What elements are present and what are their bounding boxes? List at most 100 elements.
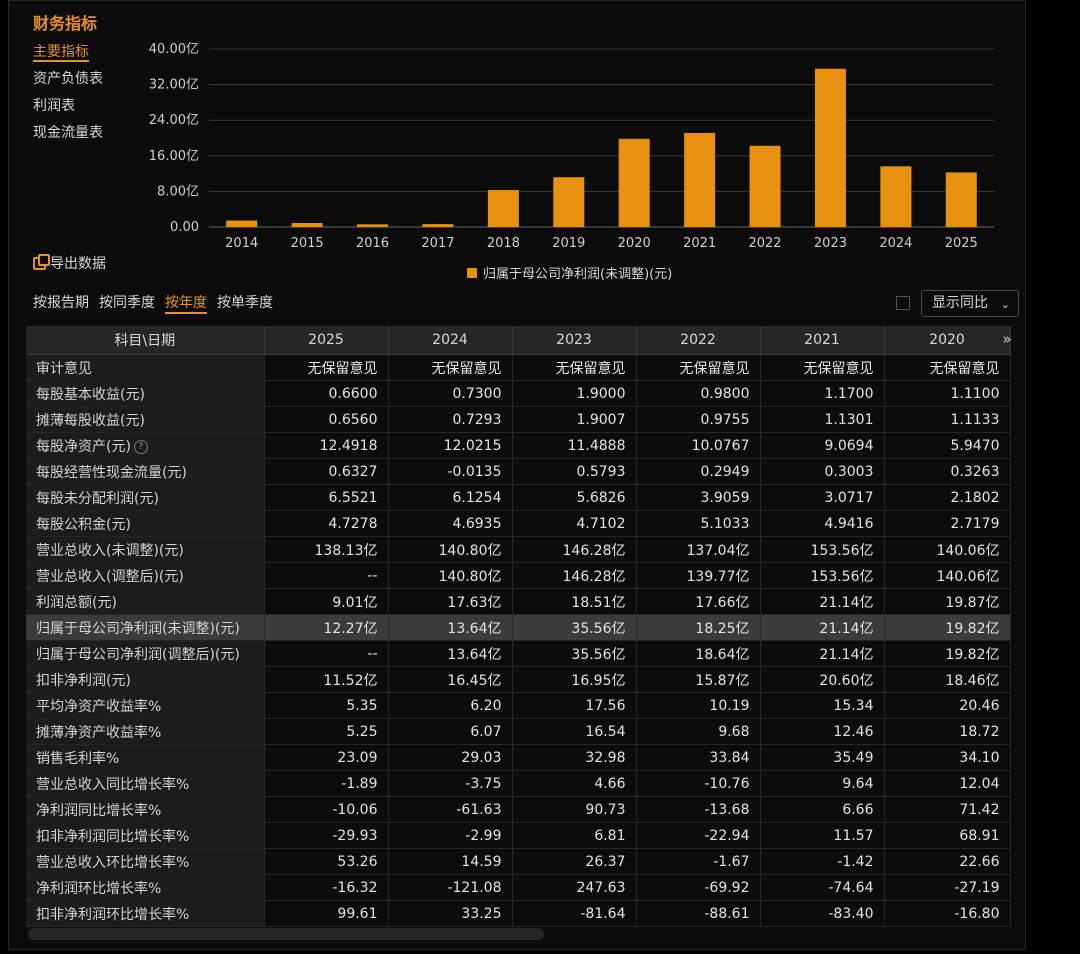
table-cell: 11.4888 bbox=[512, 432, 637, 459]
table-cell: 35.56亿 bbox=[512, 614, 637, 641]
bar-2025[interactable] bbox=[945, 172, 977, 227]
chart-legend[interactable]: 归属于母公司净利润(未调整)(元) bbox=[467, 263, 672, 282]
period-tabs: 按报告期 按同季度 按年度 按单季度 bbox=[33, 292, 283, 314]
row-label: 利润总额(元) bbox=[26, 588, 265, 615]
header-year[interactable]: 2023 bbox=[512, 326, 637, 355]
x-tick-label: 2018 bbox=[487, 236, 520, 251]
table-cell: 15.34 bbox=[760, 692, 885, 719]
table-cell: 6.07 bbox=[388, 718, 513, 745]
table-cell: -88.61 bbox=[636, 900, 761, 927]
table-row: 营业总收入环比增长率% 53.26 14.59 26.37 -1.67 -1.42 22.6… bbox=[26, 848, 1011, 875]
yoy-dropdown[interactable]: 显示同比 ⌄ bbox=[921, 290, 1019, 317]
tab-by-year[interactable]: 按年度 bbox=[165, 292, 207, 314]
table-cell: 18.25亿 bbox=[636, 614, 761, 641]
table-cell: 5.1033 bbox=[636, 510, 761, 537]
bar-2017[interactable] bbox=[422, 224, 454, 227]
table-cell: -61.63 bbox=[388, 796, 513, 823]
x-tick-label: 2014 bbox=[225, 236, 258, 251]
more-columns-icon[interactable]: » bbox=[1002, 330, 1012, 348]
export-data-button[interactable]: 导出数据 bbox=[33, 253, 106, 273]
menu-balance-sheet[interactable]: 资产负债表 bbox=[33, 71, 103, 87]
header-year[interactable]: 2024 bbox=[388, 326, 513, 355]
table-cell: 21.14亿 bbox=[760, 588, 885, 615]
header-year[interactable]: 2020 » bbox=[884, 326, 1012, 355]
table-cell: -1.67 bbox=[636, 848, 761, 875]
header-year[interactable]: 2025 bbox=[264, 326, 389, 355]
header-year[interactable]: 2022 bbox=[636, 326, 761, 355]
menu-main-indicators[interactable]: 主要指标 bbox=[33, 44, 89, 62]
table-cell: 140.80亿 bbox=[388, 562, 513, 589]
table-cell: -16.80 bbox=[884, 900, 1011, 927]
export-label: 导出数据 bbox=[50, 256, 106, 272]
table-cell: 20.60亿 bbox=[760, 666, 885, 693]
export-icon bbox=[33, 253, 50, 270]
table-cell: 18.51亿 bbox=[512, 588, 637, 615]
bar-2019[interactable] bbox=[553, 177, 585, 227]
row-label: 销售毛利率% bbox=[26, 744, 265, 771]
table-cell: -29.93 bbox=[264, 822, 389, 849]
table-cell: 12.4918 bbox=[264, 432, 389, 459]
table-cell: 138.13亿 bbox=[264, 536, 389, 563]
tab-by-single-quarter[interactable]: 按单季度 bbox=[217, 295, 273, 311]
y-tick-label: 40.00亿 bbox=[149, 42, 199, 57]
row-label: 营业总收入同比增长率% bbox=[26, 770, 265, 797]
table-cell: -69.92 bbox=[636, 874, 761, 901]
table-cell: 33.84 bbox=[636, 744, 761, 771]
net-profit-bar-chart: 0.00 8.00亿 16.00亿 24.00亿 32.00亿 40.00亿 2014 201… bbox=[149, 42, 994, 251]
table-row: 净利润环比增长率% -16.32 -121.08 247.63 -69.92 -74.64… bbox=[26, 874, 1011, 901]
table-cell: 21.14亿 bbox=[760, 640, 885, 667]
table-cell: 12.0215 bbox=[388, 432, 513, 459]
row-label: 归属于母公司净利润(调整后)(元) bbox=[26, 640, 265, 667]
horizontal-scrollbar[interactable] bbox=[28, 928, 544, 940]
bar-2024[interactable] bbox=[880, 166, 912, 227]
table-cell: 4.6935 bbox=[388, 510, 513, 537]
tab-by-same-quarter[interactable]: 按同季度 bbox=[99, 295, 155, 311]
table-cell: 146.28亿 bbox=[512, 562, 637, 589]
table-cell: 9.68 bbox=[636, 718, 761, 745]
bar-2014[interactable] bbox=[226, 220, 258, 227]
table-cell: 140.06亿 bbox=[884, 536, 1011, 563]
bar-2021[interactable] bbox=[684, 132, 716, 227]
row-label: 营业总收入(调整后)(元) bbox=[26, 562, 265, 589]
table-row: 每股基本收益(元) 0.6600 0.7300 1.9000 0.9800 1.1700 1… bbox=[26, 380, 1011, 407]
table-row: 利润总额(元) 9.01亿 17.63亿 18.51亿 17.66亿 21.14亿 19.8… bbox=[26, 588, 1011, 615]
table-cell: 53.26 bbox=[264, 848, 389, 875]
x-tick-label: 2015 bbox=[291, 236, 324, 251]
bar-2020[interactable] bbox=[618, 138, 650, 227]
legend-label: 归属于母公司净利润(未调整)(元) bbox=[483, 267, 673, 282]
y-tick-label: 32.00亿 bbox=[149, 78, 199, 93]
table-cell: 18.46亿 bbox=[884, 666, 1011, 693]
row-label: 营业总收入(未调整)(元) bbox=[26, 536, 265, 563]
table-cell: -1.42 bbox=[760, 848, 885, 875]
y-tick-label: 16.00亿 bbox=[149, 149, 199, 164]
row-label: 每股公积金(元) bbox=[26, 510, 265, 537]
x-tick-label: 2017 bbox=[421, 236, 454, 251]
bar-2023[interactable] bbox=[814, 68, 846, 227]
table-cell: 4.7102 bbox=[512, 510, 637, 537]
table-cell: -10.76 bbox=[636, 770, 761, 797]
table-cell: 9.01亿 bbox=[264, 588, 389, 615]
menu-cash-flow[interactable]: 现金流量表 bbox=[33, 125, 103, 141]
table-cell: 4.66 bbox=[512, 770, 637, 797]
table-row: 摊薄净资产收益率% 5.25 6.07 16.54 9.68 12.46 18.72 bbox=[26, 718, 1011, 745]
bar-2015[interactable] bbox=[291, 222, 323, 227]
x-tick-label: 2022 bbox=[748, 236, 781, 251]
yoy-checkbox[interactable] bbox=[896, 296, 910, 310]
table-row: 每股经营性现金流量(元) 0.6327 -0.0135 0.5793 0.2949 0.3… bbox=[26, 458, 1011, 485]
bar-2018[interactable] bbox=[487, 190, 519, 227]
bar-2022[interactable] bbox=[749, 145, 781, 227]
table-row: 扣非净利润(元) 11.52亿 16.45亿 16.95亿 15.87亿 20.60亿 18… bbox=[26, 666, 1011, 693]
table-cell: 13.64亿 bbox=[388, 640, 513, 667]
table-cell: 1.1301 bbox=[760, 406, 885, 433]
help-icon[interactable]: ? bbox=[133, 439, 148, 454]
table-cell: 1.1100 bbox=[884, 380, 1011, 407]
table-row: 净利润同比增长率% -10.06 -61.63 90.73 -13.68 6.66 71.4… bbox=[26, 796, 1011, 823]
tab-by-report-period[interactable]: 按报告期 bbox=[33, 295, 89, 311]
bar-2016[interactable] bbox=[357, 224, 389, 227]
legend-swatch bbox=[467, 267, 477, 278]
menu-income-statement[interactable]: 利润表 bbox=[33, 98, 75, 114]
table-cell: -81.64 bbox=[512, 900, 637, 927]
header-year[interactable]: 2021 bbox=[760, 326, 885, 355]
table-row: 归属于母公司净利润(调整后)(元) -- 13.64亿 35.56亿 18.64亿 21.… bbox=[26, 640, 1011, 667]
table-cell: 247.63 bbox=[512, 874, 637, 901]
